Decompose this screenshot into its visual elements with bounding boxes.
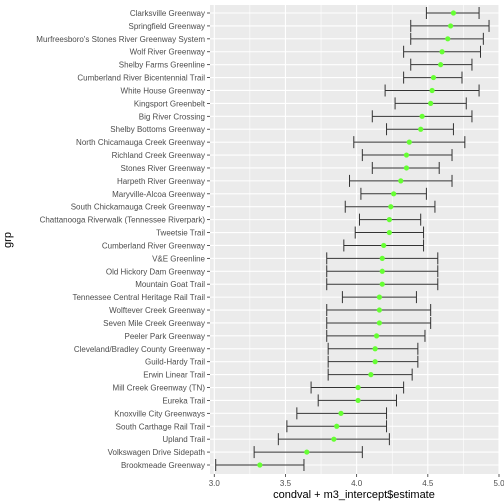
x-tick-labels: 3.0 3.5 4.0 4.5 5.0 [209,474,504,488]
y-tick-label: Murfreesboro's Stones River Greenway Sys… [36,35,205,44]
x-tick-label: 4.0 [351,479,363,488]
y-tick-label: South Carthage Rail Trail [116,422,206,431]
y-tick-label: Springfield Greenway [129,22,205,31]
estimate-point [418,126,424,132]
estimate-point [386,217,392,223]
x-tick-label: 5.0 [493,479,504,488]
estimate-point [376,320,383,326]
y-tick-label: Old Hickory Dam Greenway [106,267,205,276]
y-tick-label: Brookmeade Greenway [121,461,205,470]
y-tick-label: Cleveland/Bradley County Greenway [74,345,205,354]
estimate-point [388,204,394,210]
estimate-point [391,191,397,197]
y-tick-label: V&E Greenline [152,254,205,263]
y-tick-label: Wolftever Creek Greenway [109,306,205,315]
y-tick-label: Kingsport Greenbelt [134,99,206,108]
y-tick-label: Eureka Trail [162,396,205,405]
estimate-point [372,359,378,365]
estimate-point [419,113,425,119]
estimate-point [428,100,434,106]
y-tick-label: Big River Crossing [139,112,205,121]
x-tick-label: 3.5 [280,479,292,488]
x-tick-label: 3.0 [209,479,221,488]
y-tick-label: Volkswagen Drive Sidepath [108,448,205,457]
estimate-point [376,294,383,300]
estimate-point [355,397,361,404]
y-tick-label: Knoxville City Greenways [114,409,205,418]
y-axis-title: grp [2,232,14,248]
y-tick-label: Upland Trail [162,435,205,444]
estimate-point [368,372,374,378]
y-tick-label: Mountain Goat Trail [135,280,205,289]
estimate-point [429,87,435,94]
estimate-point [257,462,263,468]
y-tick-label: White House Greenway [121,86,205,95]
estimate-point [379,281,385,287]
estimate-point [403,152,410,158]
estimate-point [403,165,410,171]
estimate-point [304,449,310,455]
estimate-point [381,242,387,249]
estimate-point [430,74,437,81]
x-axis-title: condval + m3_intercept$estimate [273,489,435,501]
estimate-point [439,49,445,55]
estimate-point [398,178,404,184]
estimate-point [445,36,451,42]
y-tick-label: North Chicamauga Creek Greenway [76,138,205,147]
estimate-points [257,10,457,468]
estimate-point [338,410,344,416]
y-tick-label: Chattanooga Riverwalk (Tennessee Riverpa… [40,216,206,225]
y-tick-label: South Chickamauga Creek Greenway [71,203,205,212]
y-tick-label: Wolf River Greenway [130,48,205,57]
estimate-point [372,346,378,352]
estimate-point [379,268,385,274]
y-tick-label: Tennessee Central Heritage Rail Trail [72,293,205,302]
y-tick-labels: Clarksville Greenway Springfield Greenway… [36,9,210,470]
estimate-point [379,255,385,261]
estimate-point [406,139,412,145]
estimate-point [331,436,337,442]
y-tick-label: Stones River Greenway [121,164,205,173]
estimate-point [355,384,361,391]
y-tick-label: Guild-Hardy Trail [145,358,205,367]
y-tick-label: Shelby Bottoms Greenway [110,125,205,134]
y-tick-label: Tweetsie Trail [156,229,205,238]
y-tick-label: Peeler Park Greenway [125,332,205,341]
estimate-point [373,333,380,339]
plot-panel [210,5,499,474]
estimate-point [386,229,392,236]
y-tick-label: Cumberland River Bicentennial Trail [77,74,205,83]
y-tick-label: Cumberland River Greenway [102,241,205,250]
y-tick-label: Maryville-Alcoa Greenway [112,190,205,199]
estimate-point [438,62,444,68]
y-tick-label: Seven Mile Creek Greenway [103,319,205,328]
estimate-point [447,23,454,29]
x-tick-label: 4.5 [422,479,434,488]
y-tick-label: Harpeth River Greenway [117,177,205,186]
y-tick-label: Erwin Linear Trail [143,371,205,380]
y-tick-label: Mill Creek Greenway (TN) [113,384,206,393]
y-tick-label: Shelby Farms Greenline [119,61,206,70]
estimate-point [334,423,340,429]
estimate-point [450,10,457,16]
y-tick-label: Clarksville Greenway [130,9,205,18]
y-tick-label: Richland Creek Greenway [112,151,205,160]
estimate-point [376,307,383,313]
